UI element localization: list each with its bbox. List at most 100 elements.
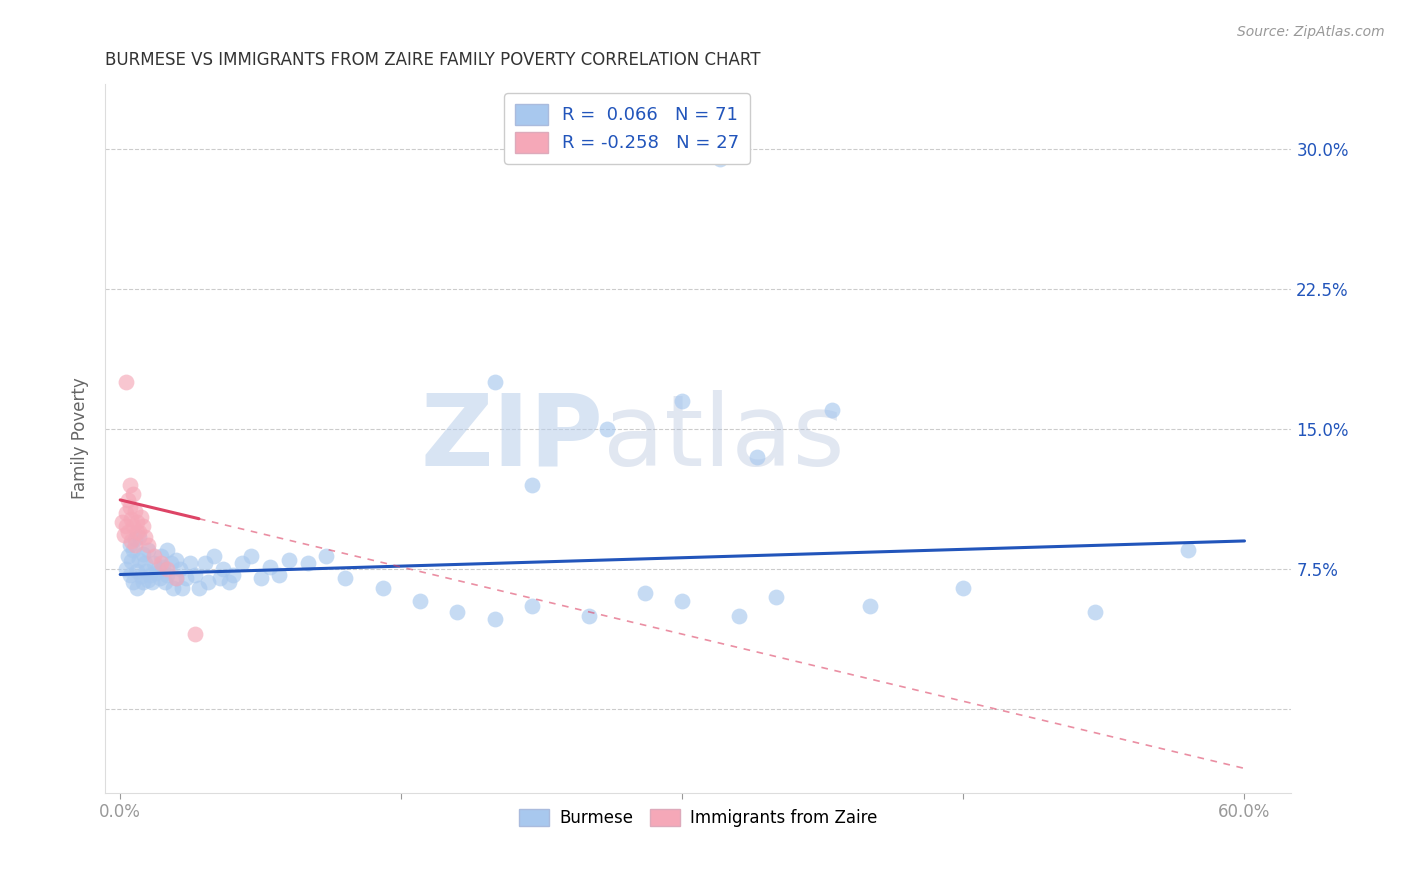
Point <box>179 557 201 571</box>
Point <box>231 557 253 571</box>
Point <box>269 567 291 582</box>
Legend: Burmese, Immigrants from Zaire: Burmese, Immigrants from Zaire <box>513 803 884 834</box>
Point <box>156 567 179 582</box>
Point <box>111 516 134 530</box>
Point <box>114 562 136 576</box>
Point <box>859 599 882 614</box>
Point <box>952 581 974 595</box>
Point <box>120 511 142 525</box>
Point <box>131 574 153 589</box>
Point <box>162 581 184 595</box>
Point <box>484 376 506 390</box>
Point <box>134 557 156 571</box>
Point <box>218 574 240 589</box>
Point <box>120 533 142 548</box>
Point <box>118 500 141 515</box>
Point <box>148 571 170 585</box>
Point <box>184 567 207 582</box>
Point <box>112 528 135 542</box>
Point <box>142 549 165 563</box>
Point <box>1084 605 1107 619</box>
Point <box>249 571 271 585</box>
Point <box>221 567 243 582</box>
Point <box>184 627 207 641</box>
Point <box>174 571 197 585</box>
Point <box>125 516 148 530</box>
Point <box>165 552 187 566</box>
Point <box>129 569 152 583</box>
Text: ZIP: ZIP <box>420 390 603 487</box>
Point <box>277 552 299 566</box>
Point <box>212 562 235 576</box>
Text: atlas: atlas <box>603 390 845 487</box>
Point <box>297 557 319 571</box>
Point <box>169 562 191 576</box>
Point <box>371 581 394 595</box>
Point <box>129 509 152 524</box>
Point <box>114 376 136 390</box>
Point <box>240 549 263 563</box>
Point <box>446 605 468 619</box>
Point <box>134 530 156 544</box>
Text: BURMESE VS IMMIGRANTS FROM ZAIRE FAMILY POVERTY CORRELATION CHART: BURMESE VS IMMIGRANTS FROM ZAIRE FAMILY … <box>105 51 761 69</box>
Point <box>117 492 139 507</box>
Point <box>120 554 142 568</box>
Point <box>128 524 150 539</box>
Point <box>150 549 173 563</box>
Point <box>596 422 619 436</box>
Point <box>146 562 169 576</box>
Point <box>125 581 148 595</box>
Point <box>150 557 173 571</box>
Point <box>197 574 219 589</box>
Point <box>118 567 141 582</box>
Point <box>117 549 139 563</box>
Point <box>131 519 153 533</box>
Point <box>136 543 159 558</box>
Point <box>118 538 141 552</box>
Point <box>193 557 215 571</box>
Point <box>409 593 432 607</box>
Point <box>136 538 159 552</box>
Point <box>634 586 657 600</box>
Y-axis label: Family Poverty: Family Poverty <box>72 377 89 500</box>
Point <box>671 394 693 409</box>
Point <box>187 581 209 595</box>
Point <box>139 567 162 582</box>
Point <box>578 608 600 623</box>
Point <box>671 593 693 607</box>
Point <box>135 564 157 578</box>
Point <box>1177 543 1199 558</box>
Point <box>333 571 356 585</box>
Point <box>122 543 145 558</box>
Point <box>484 612 506 626</box>
Point <box>165 571 187 585</box>
Point <box>522 599 544 614</box>
Point <box>122 487 145 501</box>
Point <box>145 566 167 580</box>
Point <box>114 519 136 533</box>
Point <box>709 152 731 166</box>
Point <box>821 403 844 417</box>
Text: Source: ZipAtlas.com: Source: ZipAtlas.com <box>1237 25 1385 39</box>
Point <box>156 543 179 558</box>
Point <box>259 560 281 574</box>
Point <box>522 478 544 492</box>
Point <box>124 532 146 546</box>
Point <box>124 538 146 552</box>
Point <box>122 574 145 589</box>
Point <box>747 450 769 464</box>
Point <box>765 590 787 604</box>
Point <box>152 560 174 574</box>
Point <box>117 524 139 539</box>
Point <box>202 549 225 563</box>
Point <box>136 573 159 587</box>
Point <box>125 564 148 578</box>
Point <box>153 574 176 589</box>
Point <box>131 547 153 561</box>
Point <box>142 557 165 571</box>
Point <box>727 608 749 623</box>
Point <box>128 552 150 566</box>
Point <box>122 519 145 533</box>
Point <box>114 506 136 520</box>
Point <box>165 571 187 585</box>
